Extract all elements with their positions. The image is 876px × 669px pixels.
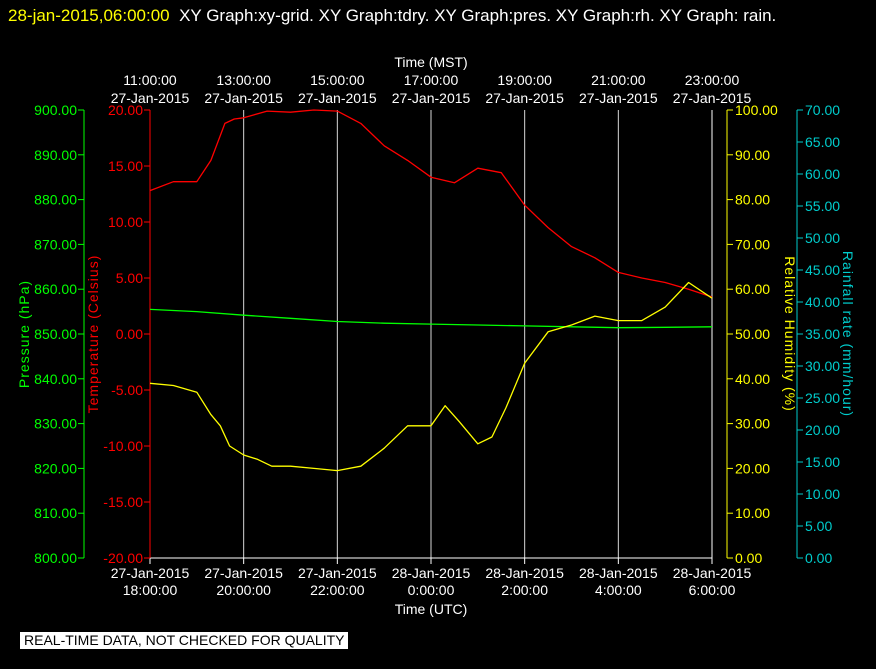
pressure-tick-label: 850.00 bbox=[34, 326, 77, 342]
series-lines bbox=[149, 109, 713, 472]
axes bbox=[78, 109, 803, 564]
x-tick-date: 28-Jan-2015 bbox=[579, 565, 658, 581]
x-top-tick-time: 11:00:00 bbox=[123, 72, 177, 88]
x-bottom-label: Time (UTC) bbox=[395, 601, 468, 617]
x-top-tick-time: 19:00:00 bbox=[497, 72, 552, 88]
x-tick-time: 0:00:00 bbox=[408, 582, 455, 598]
rain-tick-label: 35.00 bbox=[805, 326, 840, 342]
rain-tick-label: 0.00 bbox=[805, 550, 832, 566]
x-top-label: Time (MST) bbox=[394, 54, 467, 70]
x-tick-date: 28-Jan-2015 bbox=[485, 565, 564, 581]
pressure-line bbox=[149, 308, 713, 329]
temperature-tick-label: 20.00 bbox=[108, 102, 143, 118]
rain-axis-title: Rainfall rate (mm/hour) bbox=[840, 251, 856, 417]
pressure-tick-label: 870.00 bbox=[34, 236, 77, 252]
x-top-tick-time: 13:00:00 bbox=[216, 72, 271, 88]
temperature-tick-label: -10.00 bbox=[103, 438, 143, 454]
temperature-axis-title: Temperature (Celsius) bbox=[85, 255, 101, 414]
rain-tick-label: 40.00 bbox=[805, 294, 840, 310]
pressure-tick-label: 810.00 bbox=[34, 505, 77, 521]
x-tick-time: 18:00:00 bbox=[123, 582, 178, 598]
rain-tick-label: 20.00 bbox=[805, 422, 840, 438]
pressure-tick-label: 860.00 bbox=[34, 281, 77, 297]
temperature-tick-label: 10.00 bbox=[108, 214, 143, 230]
rain-tick-label: 55.00 bbox=[805, 198, 840, 214]
humidity-tick-label: 60.00 bbox=[735, 281, 770, 297]
humidity-axis-title: Relative Humidity (%) bbox=[782, 256, 798, 412]
x-top-tick-date: 27-Jan-2015 bbox=[579, 90, 658, 106]
rain-tick-label: 15.00 bbox=[805, 454, 840, 470]
humidity-tick-label: 70.00 bbox=[735, 236, 770, 252]
x-tick-time: 6:00:00 bbox=[689, 582, 736, 598]
x-top-tick-time: 23:00:00 bbox=[685, 72, 740, 88]
rain-tick-label: 60.00 bbox=[805, 166, 840, 182]
humidity-tick-label: 0.00 bbox=[735, 550, 762, 566]
rain-tick-label: 70.00 bbox=[805, 102, 840, 118]
x-tick-time: 4:00:00 bbox=[595, 582, 642, 598]
x-tick-time: 20:00:00 bbox=[216, 582, 271, 598]
temperature-line bbox=[149, 109, 713, 298]
axis-labels: 27-Jan-201518:00:0027-Jan-201520:00:0027… bbox=[16, 54, 856, 617]
humidity-tick-label: 100.00 bbox=[735, 102, 778, 118]
x-tick-date: 27-Jan-2015 bbox=[298, 565, 377, 581]
humidity-tick-label: 90.00 bbox=[735, 147, 770, 163]
pressure-tick-label: 830.00 bbox=[34, 416, 77, 432]
temperature-tick-label: -20.00 bbox=[103, 550, 143, 566]
temperature-tick-label: -15.00 bbox=[103, 494, 143, 510]
x-top-tick-time: 21:00:00 bbox=[591, 72, 646, 88]
humidity-tick-label: 80.00 bbox=[735, 192, 770, 208]
x-tick-date: 27-Jan-2015 bbox=[204, 565, 283, 581]
temperature-tick-label: 0.00 bbox=[116, 326, 143, 342]
x-tick-date: 27-Jan-2015 bbox=[111, 565, 190, 581]
rain-tick-label: 50.00 bbox=[805, 230, 840, 246]
humidity-tick-label: 50.00 bbox=[735, 326, 770, 342]
rain-tick-label: 5.00 bbox=[805, 518, 832, 534]
x-top-tick-time: 15:00:00 bbox=[310, 72, 365, 88]
x-top-tick-time: 17:00:00 bbox=[404, 72, 459, 88]
timestamp: 28-jan-2015,06:00:00 bbox=[8, 6, 170, 25]
temperature-tick-label: -5.00 bbox=[111, 382, 143, 398]
humidity-tick-label: 40.00 bbox=[735, 371, 770, 387]
x-tick-time: 2:00:00 bbox=[501, 582, 548, 598]
x-tick-time: 22:00:00 bbox=[310, 582, 365, 598]
pressure-tick-label: 880.00 bbox=[34, 192, 77, 208]
rain-tick-label: 45.00 bbox=[805, 262, 840, 278]
header: 28-jan-2015,06:00:00 XY Graph:xy-grid. X… bbox=[8, 3, 868, 29]
x-tick-date: 28-Jan-2015 bbox=[673, 565, 752, 581]
temperature-tick-label: 15.00 bbox=[108, 158, 143, 174]
humidity-line bbox=[149, 281, 713, 472]
pressure-tick-label: 900.00 bbox=[34, 102, 77, 118]
humidity-tick-label: 20.00 bbox=[735, 460, 770, 476]
rain-tick-label: 25.00 bbox=[805, 390, 840, 406]
rain-tick-label: 30.00 bbox=[805, 358, 840, 374]
graph-list: XY Graph:xy-grid. XY Graph:tdry. XY Grap… bbox=[179, 6, 777, 25]
pressure-tick-label: 890.00 bbox=[34, 147, 77, 163]
x-top-tick-date: 27-Jan-2015 bbox=[485, 90, 564, 106]
x-top-tick-date: 27-Jan-2015 bbox=[673, 90, 752, 106]
pressure-tick-label: 820.00 bbox=[34, 460, 77, 476]
x-top-tick-date: 27-Jan-2015 bbox=[111, 90, 190, 106]
x-top-tick-date: 27-Jan-2015 bbox=[204, 90, 283, 106]
rain-tick-label: 65.00 bbox=[805, 134, 840, 150]
humidity-tick-label: 30.00 bbox=[735, 416, 770, 432]
x-top-tick-date: 27-Jan-2015 bbox=[392, 90, 471, 106]
quality-notice: REAL-TIME DATA, NOT CHECKED FOR QUALITY bbox=[20, 632, 349, 649]
grid bbox=[243, 110, 619, 558]
x-top-tick-date: 27-Jan-2015 bbox=[298, 90, 377, 106]
pressure-axis-title: Pressure (hPa) bbox=[16, 280, 32, 388]
pressure-tick-label: 800.00 bbox=[34, 550, 77, 566]
temperature-tick-label: 5.00 bbox=[116, 270, 143, 286]
pressure-tick-label: 840.00 bbox=[34, 371, 77, 387]
rain-tick-label: 10.00 bbox=[805, 486, 840, 502]
humidity-tick-label: 10.00 bbox=[735, 505, 770, 521]
x-tick-date: 28-Jan-2015 bbox=[392, 565, 471, 581]
